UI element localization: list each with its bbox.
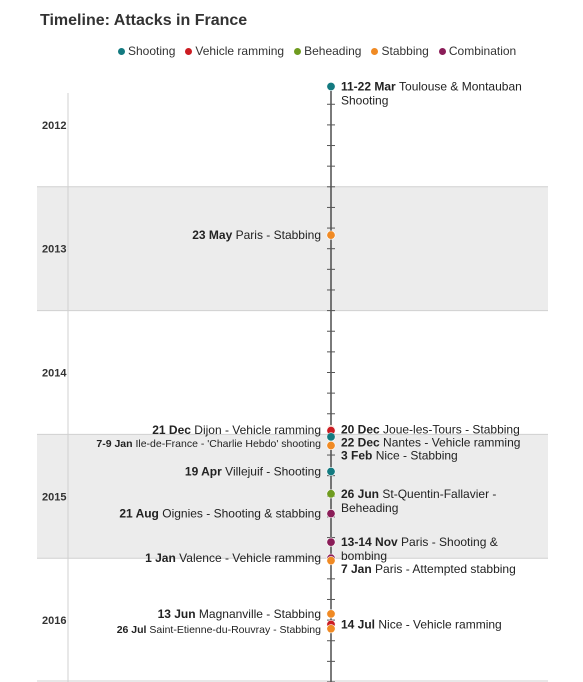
event-desc: Ile-de-France - 'Charlie Hebdo' shooting [135,438,321,450]
event-date: 21 Aug [119,507,162,521]
event-date: 13-14 Nov [341,535,401,549]
year-label-2014: 2014 [42,368,67,380]
event-date: 26 Jul [117,624,150,636]
event-desc: Paris - Stabbing [236,228,321,242]
event-desc: Nantes - Vehicle ramming [383,435,520,449]
event-desc: Paris - Attempted stabbing [375,562,516,576]
event-dot-2 [326,230,336,240]
legend-item-shooting: Shooting [118,44,175,58]
event-desc: Joue-les-Tours - Stabbing [383,422,520,436]
event-label-6: 7-9 Jan Ile-de-France - 'Charlie Hebdo' … [96,438,321,450]
event-label-12: 1 Jan Valence - Vehicle ramming [145,551,321,565]
event-date: 21 Dec [152,423,194,437]
event-desc: Nice - Stabbing [376,448,458,462]
year-label-2012: 2012 [42,120,66,132]
legend-swatch-beheading [294,47,302,55]
event-dot-16 [326,624,336,634]
event-label-5: 22 Dec Nantes - Vehicle ramming [341,435,520,449]
event-dot-6 [326,432,336,442]
event-label-11: 13-14 Nov Paris - Shooting & bombing [341,535,498,563]
event-label-1: 11-22 Mar Toulouse & Montauban Shooting [341,80,522,108]
event-date: 23 May [192,228,235,242]
event-date: 22 Dec [341,435,383,449]
legend-label-beheading: Beheading [304,44,362,58]
event-desc-cont: Beheading [341,501,398,515]
legend-item-combination: Combination [438,44,517,58]
event-desc: St-Quentin-Fallavier - [382,487,496,501]
event-desc: Villejuif - Shooting [225,465,321,479]
event-label-7: 3 Feb Nice - Stabbing [341,448,458,462]
event-label-10: 21 Aug Oignies - Shooting & stabbing [119,507,321,521]
event-date: 26 Jun [341,487,382,501]
event-dot-11 [326,537,336,547]
event-desc: Valence - Vehicle ramming [179,551,321,565]
legend-item-beheading: Beheading [294,44,361,58]
legend-swatch-stabbing [371,47,379,55]
legend-label-vehicle-ramming: Vehicle ramming [195,44,285,58]
legend-swatch-shooting [118,47,125,55]
event-label-9: 26 Jun St-Quentin-Fallavier -Beheading [341,487,496,515]
event-label-8: 19 Apr Villejuif - Shooting [185,465,321,479]
event-date: 20 Dec [341,422,383,436]
legend-label-stabbing: Stabbing [381,44,429,58]
event-desc: Nice - Vehicle ramming [378,617,501,631]
event-date: 1 Jan [145,551,179,565]
year-label-2016: 2016 [42,615,66,627]
event-date: 7-9 Jan [96,438,135,450]
chart-title: Timeline: Attacks in France [40,12,248,29]
event-label-15: 14 Jul Nice - Vehicle ramming [341,617,502,631]
event-label-4: 21 Dec Dijon - Vehicle ramming [152,423,321,437]
event-desc-cont: bombing [341,549,387,563]
legend-swatch-combination [438,47,446,55]
event-desc: Paris - Shooting & [401,535,498,549]
legend-item-stabbing: Stabbing [371,44,429,58]
event-dot-13 [326,556,336,566]
year-label-2013: 2013 [42,244,66,256]
year-band-2013 [37,186,548,311]
event-date: 11-22 Mar [341,80,399,94]
event-dot-9 [326,489,336,499]
event-dot-8 [326,467,336,477]
event-desc: Magnanville - Stabbing [199,607,321,621]
event-label-2: 23 May Paris - Stabbing [192,228,321,242]
legend-swatch-vehicle-ramming [185,47,193,55]
event-desc: Saint-Etienne-du-Rouvray - Stabbing [149,624,321,636]
event-desc-cont: Shooting [341,94,388,108]
event-dot-1 [326,82,336,92]
event-date: 13 Jun [158,607,199,621]
event-dot-14 [326,609,336,619]
event-label-3: 20 Dec Joue-les-Tours - Stabbing [341,422,520,436]
year-label-2015: 2015 [42,491,66,503]
legend-label-shooting: Shooting [128,44,176,58]
event-dot-10 [326,509,336,519]
event-label-13: 7 Jan Paris - Attempted stabbing [341,562,516,576]
legend-label-combination: Combination [448,44,517,58]
event-date: 7 Jan [341,562,375,576]
year-band-2015 [37,434,548,559]
event-date: 19 Apr [185,465,225,479]
event-desc: Toulouse & Montauban [399,80,522,94]
legend-item-vehicle-ramming: Vehicle ramming [185,44,284,58]
event-dot-7 [326,441,336,451]
legend: Shooting Vehicle ramming Beheading Stabb… [118,44,516,58]
event-date: 14 Jul [341,617,378,631]
event-desc: Oignies - Shooting & stabbing [162,507,321,521]
event-desc: Dijon - Vehicle ramming [194,423,321,437]
event-label-16: 26 Jul Saint-Etienne-du-Rouvray - Stabbi… [117,624,321,636]
event-label-14: 13 Jun Magnanville - Stabbing [158,607,321,621]
event-date: 3 Feb [341,448,376,462]
